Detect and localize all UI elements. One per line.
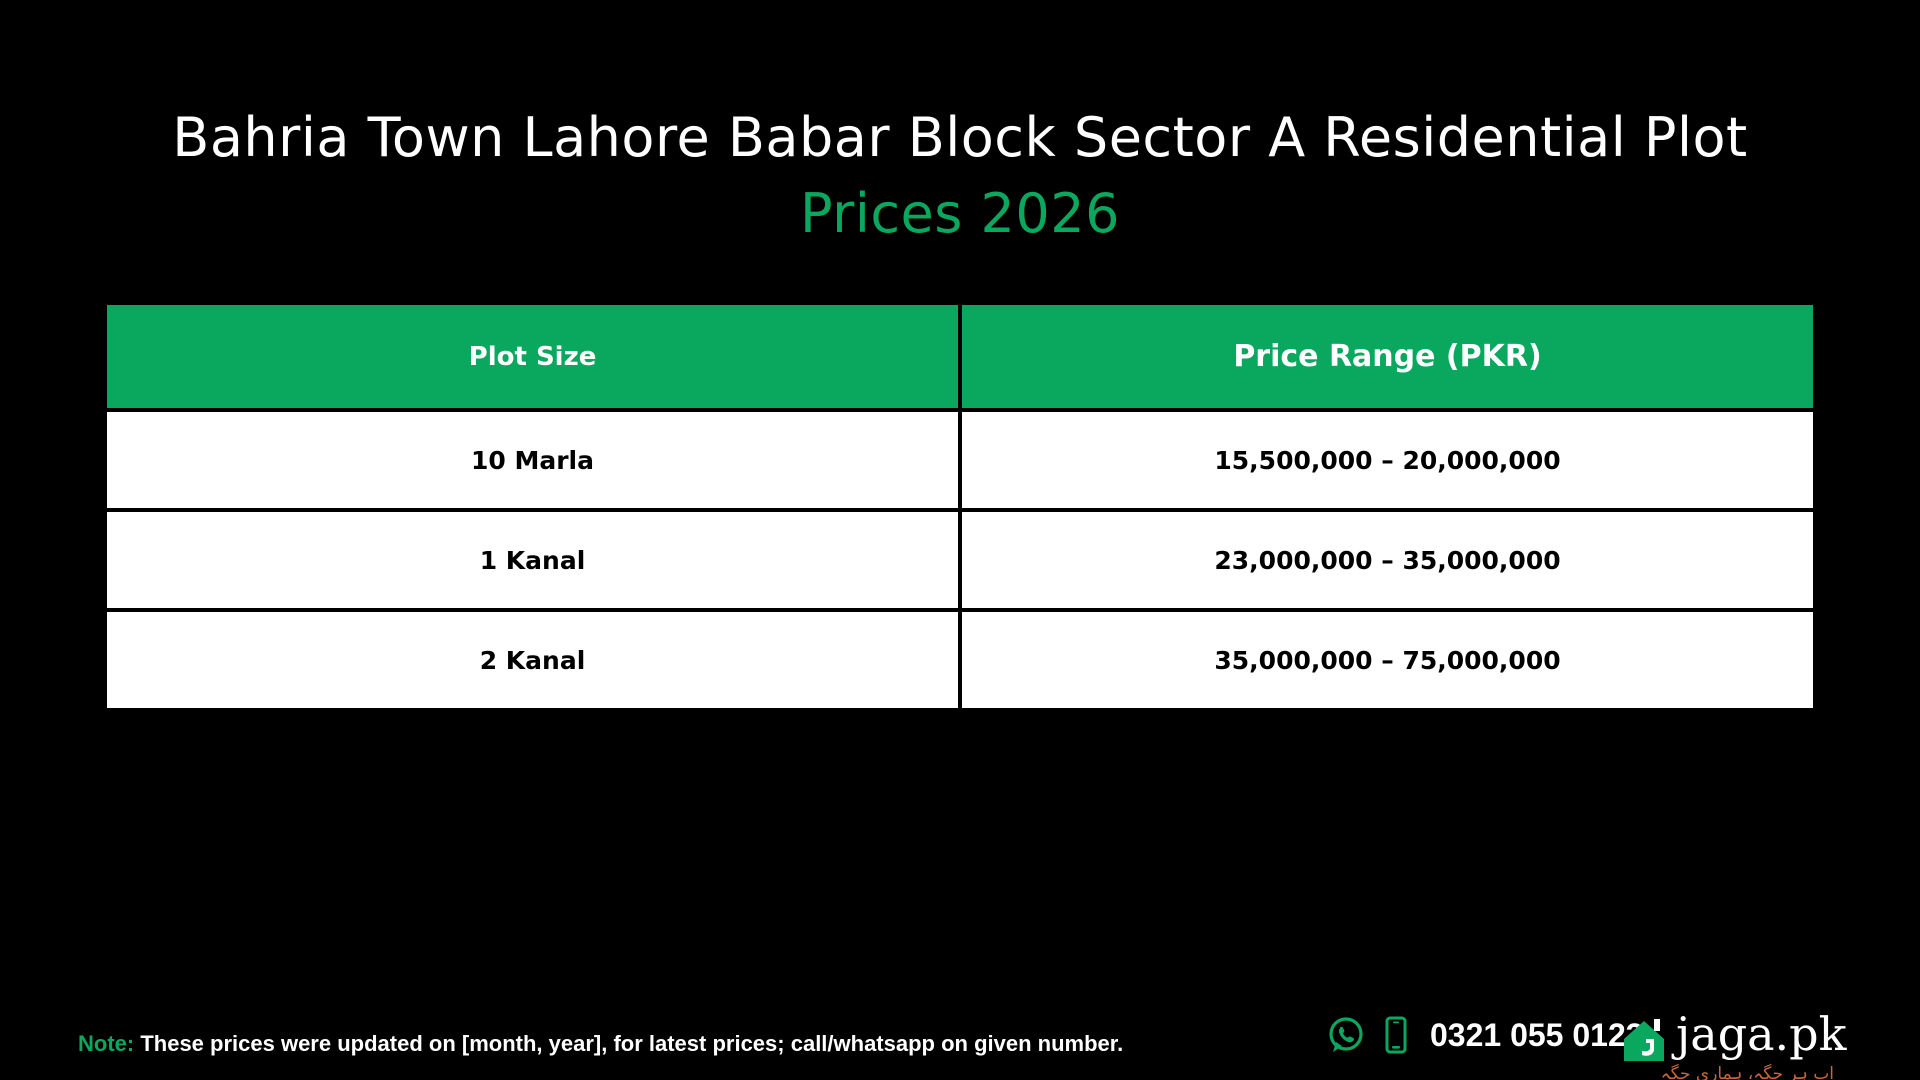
- page-title: Bahria Town Lahore Babar Block Sector A …: [0, 100, 1920, 252]
- cell-price-range: 15,500,000 – 20,000,000: [962, 412, 1813, 508]
- phone-number[interactable]: 0321 055 0123: [1430, 1016, 1644, 1053]
- table-row: 1 Kanal 23,000,000 – 35,000,000: [107, 512, 1813, 608]
- cell-plot-size: 2 Kanal: [107, 612, 958, 708]
- contact-info: 0321 055 0123: [1326, 1010, 1644, 1060]
- brand-tagline: اب ہر جگہ، ہماری جگہ: [1660, 1064, 1834, 1080]
- footer-note: Note: These prices were updated on [mont…: [78, 1031, 1123, 1057]
- cell-plot-size: 10 Marla: [107, 412, 958, 508]
- header-plot-size: Plot Size: [107, 305, 958, 408]
- cell-plot-size: 1 Kanal: [107, 512, 958, 608]
- header-price-range: Price Range (PKR): [962, 305, 1813, 408]
- note-label: Note:: [78, 1031, 135, 1056]
- table-header-row: Plot Size Price Range (PKR): [107, 305, 1813, 408]
- note-text: These prices were updated on [month, yea…: [134, 1031, 1124, 1056]
- cell-price-range: 23,000,000 – 35,000,000: [962, 512, 1813, 608]
- whatsapp-icon[interactable]: [1326, 1015, 1366, 1055]
- price-table: Plot Size Price Range (PKR) 10 Marla 15,…: [107, 305, 1813, 708]
- table-row: 2 Kanal 35,000,000 – 75,000,000: [107, 612, 1813, 708]
- title-main-line: Bahria Town Lahore Babar Block Sector A …: [172, 106, 1748, 169]
- title-prices-line: Prices 2026: [800, 182, 1120, 245]
- brand-logo: jaga.pk اب ہر جگہ، ہماری جگہ: [1620, 1005, 1847, 1080]
- table-row: 10 Marla 15,500,000 – 20,000,000: [107, 412, 1813, 508]
- mobile-phone-icon[interactable]: [1376, 1015, 1416, 1055]
- brand-name: jaga.pk: [1676, 1007, 1847, 1061]
- cell-price-range: 35,000,000 – 75,000,000: [962, 612, 1813, 708]
- house-logo-icon: [1620, 1015, 1668, 1063]
